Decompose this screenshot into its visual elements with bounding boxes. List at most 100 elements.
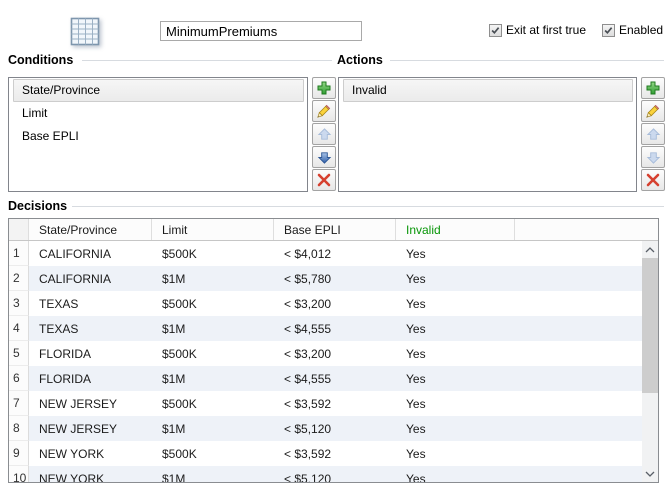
scrollbar-thumb[interactable] [642,258,658,393]
pencil-icon [317,104,331,118]
cell-base-epli[interactable]: < $4,012 [284,246,332,261]
cell-limit[interactable]: $1M [162,321,186,336]
row-number[interactable]: 10 [9,466,29,482]
actions-move-up-button[interactable] [641,123,665,145]
table-row[interactable]: 1 CALIFORNIA $500K < $4,012 Yes [9,241,642,266]
arrow-down-icon [317,151,331,164]
conditions-delete-button[interactable] [312,169,336,191]
cell-invalid[interactable]: Yes [406,271,426,286]
conditions-move-up-button[interactable] [312,123,336,145]
row-number[interactable]: 6 [9,366,29,391]
cell-limit[interactable]: $500K [162,446,197,461]
condition-item[interactable]: Base EPLI [22,129,79,143]
conditions-edit-button[interactable] [312,100,336,122]
column-header-base-epli[interactable]: Base EPLI [274,219,396,240]
actions-edit-button[interactable] [641,100,665,122]
enabled-checkbox[interactable]: Enabled [602,22,663,38]
cell-state[interactable]: NEW YORK [39,471,105,483]
actions-move-down-button[interactable] [641,146,665,168]
cell-state[interactable]: CALIFORNIA [39,271,112,286]
cell-base-epli[interactable]: < $5,120 [284,421,332,436]
conditions-toolbar [312,77,336,191]
scroll-up-button[interactable] [642,241,658,258]
cell-base-epli[interactable]: < $4,555 [284,371,332,386]
table-row[interactable]: 6 FLORIDA $1M < $4,555 Yes [9,366,642,391]
table-row[interactable]: 3 TEXAS $500K < $3,200 Yes [9,291,642,316]
cell-invalid[interactable]: Yes [406,296,426,311]
cell-invalid[interactable]: Yes [406,396,426,411]
cell-base-epli[interactable]: < $3,200 [284,296,332,311]
enabled-label: Enabled [619,23,664,37]
cell-limit[interactable]: $500K [162,246,197,261]
actions-group-line [390,60,664,61]
cell-base-epli[interactable]: < $3,592 [284,396,332,411]
cell-base-epli[interactable]: < $3,592 [284,446,332,461]
cell-invalid[interactable]: Yes [406,371,426,386]
decisions-scrollbar[interactable] [642,241,658,482]
conditions-add-button[interactable] [312,77,336,99]
cell-state[interactable]: NEW YORK [39,446,105,461]
cell-extra [515,441,642,466]
cell-state[interactable]: FLORIDA [39,346,92,361]
cell-state[interactable]: TEXAS [39,321,79,336]
row-number[interactable]: 4 [9,316,29,341]
cell-limit[interactable]: $1M [162,371,186,386]
cell-state[interactable]: TEXAS [39,296,79,311]
condition-item[interactable]: State/Province [13,79,304,102]
actions-add-button[interactable] [641,77,665,99]
row-header-corner [9,219,29,240]
cell-limit[interactable]: $500K [162,346,197,361]
cell-limit[interactable]: $1M [162,471,186,483]
cell-state[interactable]: FLORIDA [39,371,92,386]
row-number[interactable]: 2 [9,266,29,291]
row-number[interactable]: 1 [9,241,29,266]
table-row[interactable]: 4 TEXAS $1M < $4,555 Yes [9,316,642,341]
cell-limit[interactable]: $500K [162,296,197,311]
action-item[interactable]: Invalid [343,79,633,102]
cell-state[interactable]: NEW JERSEY [39,421,118,436]
column-header-invalid[interactable]: Invalid [396,219,515,240]
scroll-down-button[interactable] [642,465,658,482]
column-header-limit[interactable]: Limit [152,219,274,240]
cell-state[interactable]: CALIFORNIA [39,246,112,261]
cell-invalid[interactable]: Yes [406,321,426,336]
cell-base-epli[interactable]: < $5,780 [284,271,332,286]
row-number[interactable]: 9 [9,441,29,466]
actions-delete-button[interactable] [641,169,665,191]
table-row[interactable]: 9 NEW YORK $500K < $3,592 Yes [9,441,642,466]
actions-list[interactable]: Invalid [338,77,637,192]
decisions-grid[interactable]: State/Province Limit Base EPLI Invalid 1… [8,218,659,483]
table-row[interactable]: 8 NEW JERSEY $1M < $5,120 Yes [9,416,642,441]
cell-invalid[interactable]: Yes [406,446,426,461]
table-row[interactable]: 10 NEW YORK $1M < $5,120 Yes [9,466,642,482]
row-number[interactable]: 5 [9,341,29,366]
table-name-input[interactable] [160,21,362,41]
row-number[interactable]: 8 [9,416,29,441]
cell-state[interactable]: NEW JERSEY [39,396,118,411]
row-number[interactable]: 7 [9,391,29,416]
conditions-move-down-button[interactable] [312,146,336,168]
cell-invalid[interactable]: Yes [406,471,426,483]
table-row[interactable]: 5 FLORIDA $500K < $3,200 Yes [9,341,642,366]
column-header-state[interactable]: State/Province [29,219,152,240]
condition-item[interactable]: Limit [22,106,48,120]
actions-group-title: Actions [337,53,383,67]
cell-base-epli[interactable]: < $5,120 [284,471,332,483]
cell-base-epli[interactable]: < $3,200 [284,346,332,361]
table-row[interactable]: 2 CALIFORNIA $1M < $5,780 Yes [9,266,642,291]
actions-toolbar [641,77,665,191]
cell-limit[interactable]: $1M [162,271,186,286]
exit-at-first-true-checkbox[interactable]: Exit at first true [489,22,586,38]
cell-limit[interactable]: $1M [162,421,186,436]
row-number[interactable]: 3 [9,291,29,316]
cell-invalid[interactable]: Yes [406,421,426,436]
table-row[interactable]: 7 NEW JERSEY $500K < $3,592 Yes [9,391,642,416]
cell-extra [515,466,642,482]
cell-limit[interactable]: $500K [162,396,197,411]
cell-base-epli[interactable]: < $4,555 [284,321,332,336]
cell-invalid[interactable]: Yes [406,246,426,261]
conditions-list[interactable]: State/Province Limit Base EPLI [8,77,308,192]
cell-extra [515,416,642,441]
cell-invalid[interactable]: Yes [406,346,426,361]
decisions-group-line [72,206,664,207]
